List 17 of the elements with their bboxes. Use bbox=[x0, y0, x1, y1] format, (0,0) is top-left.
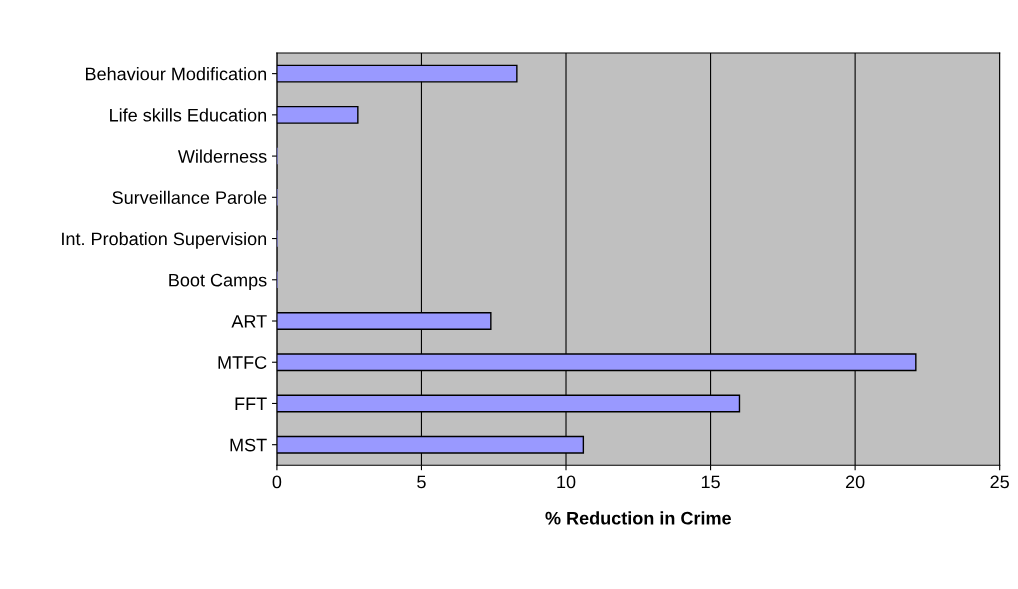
y-tick-label: MTFC bbox=[218, 356, 267, 369]
y-tick-label: Int. Probation Supervision bbox=[62, 232, 267, 249]
y-tick-label: MST bbox=[230, 438, 267, 452]
y-tick-label: ART bbox=[231, 315, 267, 328]
y-tick-label: Behaviour Modification bbox=[86, 67, 267, 81]
x-tick-label: 15 bbox=[701, 475, 720, 489]
y-tick-label: Life skills Education bbox=[110, 108, 267, 122]
x-axis-title: % Reduction in Crime bbox=[545, 511, 731, 525]
y-tick-label: FFT bbox=[235, 397, 267, 411]
x-tick-label: 20 bbox=[845, 475, 865, 489]
y-tick-label: Boot Camps bbox=[169, 273, 267, 291]
x-tick-label: 10 bbox=[557, 475, 576, 489]
x-tick-label: 25 bbox=[990, 475, 1009, 489]
x-tick-label: 0 bbox=[272, 475, 282, 489]
x-tick-label: 5 bbox=[417, 475, 426, 489]
y-tick-label: Wilderness bbox=[177, 149, 267, 163]
y-tick-label: Surveillance Parole bbox=[112, 190, 267, 205]
